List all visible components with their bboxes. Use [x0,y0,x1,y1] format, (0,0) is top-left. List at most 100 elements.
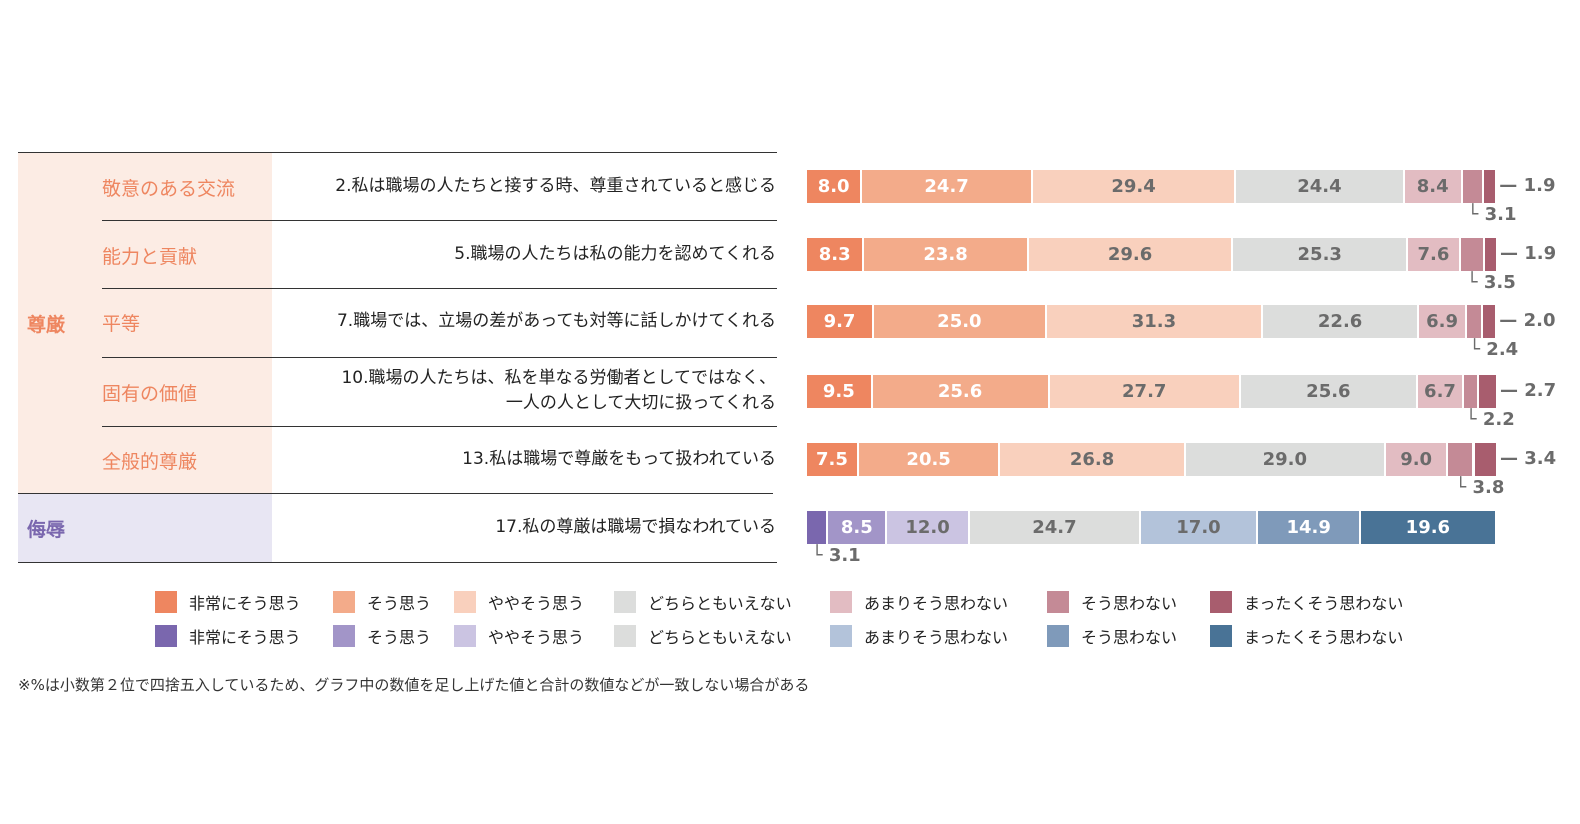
bar-segment: 9.7 [807,305,875,338]
dignity-band [18,152,272,493]
data-label: 24.7 [1032,517,1077,538]
category-insult: 侮辱 [27,519,66,541]
bar-segment: 9.0 [1386,443,1449,476]
legend-label: どちらともいえない [648,628,792,647]
bar-segment: 9.5 [807,375,873,408]
data-label: 25.6 [1306,381,1351,402]
legend-swatch [614,625,636,647]
data-label: 17.0 [1176,517,1221,538]
bar-segment [1464,375,1480,408]
subcategory-label: 全般的尊厳 [102,451,198,473]
bar-segment: 24.7 [862,170,1033,203]
data-label: 6.9 [1426,311,1458,332]
bar-segment: 8.3 [807,238,865,271]
legend-item: どちらともいえない [614,624,792,648]
legend-label: まったくそう思わない [1244,628,1404,647]
row-divider [18,562,777,563]
legend-item: そう思わない [1047,590,1177,614]
legend-label: そう思わない [1081,628,1178,647]
data-label-outside: — 2.7 [1500,380,1556,401]
legend-swatch [454,625,476,647]
bar-segment [1483,305,1498,338]
leader-line: — [1500,380,1525,401]
data-label: 2.2 [1482,409,1515,430]
legend-swatch [1047,591,1069,613]
bar-segment: 25.6 [1240,375,1418,408]
question-line: 13.私は職場で尊厳をもって扱われている [462,449,776,469]
bar-segment: 8.0 [807,170,863,203]
bar-segment [1479,375,1498,408]
legend-item: あまりそう思わない [830,624,1008,648]
legend-swatch [830,625,852,647]
bar-segment: 8.5 [828,511,888,544]
bar-segment: 25.3 [1233,238,1409,271]
data-label: 25.3 [1297,244,1342,265]
data-label: 2.7 [1524,380,1557,401]
data-label: 3.4 [1524,448,1557,469]
legend-swatch [614,591,636,613]
data-label: 9.5 [822,381,855,402]
leader-line: └ [1467,204,1485,225]
bar-segment: 20.5 [858,443,1001,476]
data-label: 24.7 [924,176,969,197]
category-dignity: 尊厳 [27,314,66,336]
legend-label: ややそう思う [488,628,585,647]
question-label: 5.職場の人たちは私の能力を認めてくれる [454,242,776,267]
data-label: 7.5 [815,449,848,470]
row-divider [18,152,777,153]
subcategory-label: 固有の価値 [102,383,198,405]
footnote: ※%は小数第２位で四捨五入しているため、グラフ中の数値を足し上げた値と合計の数値… [18,676,810,694]
legend-label: あまりそう思わない [864,628,1009,647]
leader-line: └ [811,545,829,566]
data-label-outside: — 3.4 [1500,448,1556,469]
legend-item: まったくそう思わない [1210,624,1403,648]
leader-line: — [1500,243,1525,264]
data-label: 2.0 [1523,310,1556,331]
bar-segment: 6.7 [1417,375,1465,408]
bar-segment [1460,238,1485,271]
data-label: 9.7 [823,311,856,332]
legend-item: 非常にそう思う [155,590,301,614]
legend-swatch [454,591,476,613]
data-label: 31.3 [1131,311,1177,332]
legend-item: ややそう思う [454,590,584,614]
data-label: 3.5 [1483,272,1516,293]
bar-segment [1448,443,1475,476]
subcategory-label: 能力と貢献 [102,246,198,268]
leader-line: — [1500,448,1525,469]
bar-segment: 12.0 [887,511,971,544]
subcategory-label: 平等 [102,313,141,335]
bar-segment: 25.0 [874,305,1047,338]
data-label-outside: └ 3.8 [1455,477,1504,498]
data-label-outside: └ 3.5 [1467,272,1516,293]
bar-segment: 26.8 [1000,443,1186,476]
legend-item: そう思わない [1047,624,1177,648]
bar-segment [1484,238,1498,271]
bar-segment: 6.9 [1419,305,1467,338]
insult-band [18,493,272,562]
bar-segment: 14.9 [1258,511,1362,544]
bar-segment [807,511,829,544]
bar-segment: 29.4 [1032,170,1237,203]
data-label-outside: — 1.9 [1500,243,1556,264]
question-line: 7.職場では、立場の差があっても対等に話しかけてくれる [336,311,776,331]
data-label: 24.4 [1297,176,1342,197]
question-label: 13.私は職場で尊厳をもって扱われている [462,447,776,472]
leader-line: └ [1469,339,1487,360]
leader-line: └ [1455,477,1473,498]
bar-segment: 25.6 [872,375,1050,408]
legend-swatch [155,625,177,647]
legend-item: そう思う [333,590,431,614]
row-divider [102,220,777,221]
data-label: 8.3 [818,244,851,265]
bar-segment [1484,170,1498,203]
bar-segment: 27.7 [1049,375,1241,408]
data-label: 1.9 [1524,243,1557,264]
data-label: 1.9 [1523,175,1556,196]
legend-swatch [333,591,355,613]
legend-label: ややそう思う [488,594,585,613]
data-label: 20.5 [906,449,951,470]
data-label: 19.6 [1405,517,1451,538]
data-label: 3.1 [828,545,861,566]
bar-segment: 24.7 [970,511,1141,544]
